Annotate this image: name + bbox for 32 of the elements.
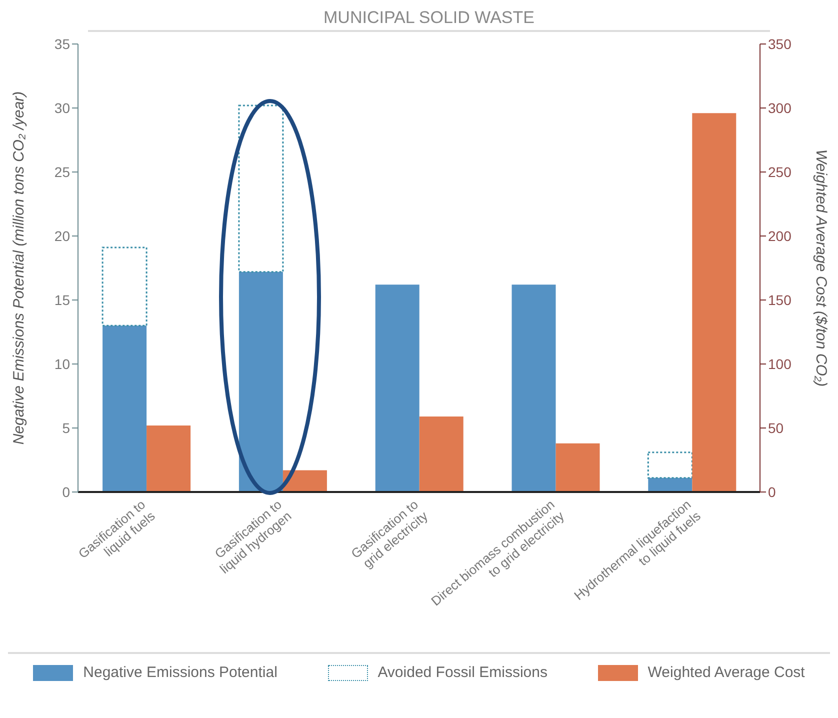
y2-tick-label: 150: [768, 292, 792, 308]
bar: [238, 272, 283, 492]
y2-tick-label: 100: [768, 356, 792, 372]
bar: [556, 443, 600, 492]
bar: [102, 326, 147, 492]
legend-label: Avoided Fossil Emissions: [378, 664, 548, 681]
y-tick-label: 5: [62, 420, 70, 436]
bar: [647, 452, 693, 479]
y-tick-label: 25: [54, 164, 70, 180]
y-tick-label: 15: [54, 292, 70, 308]
bar: [102, 246, 148, 326]
y-tick-label: 0: [62, 484, 70, 500]
chart-title: MUNICIPAL SOLID WASTE: [88, 8, 770, 32]
y2-tick-label: 300: [768, 100, 792, 116]
y-tick-label: 35: [54, 36, 70, 52]
y-tick-label: 10: [54, 356, 70, 372]
y-tick-label: 30: [54, 100, 70, 116]
y-tick-label: 20: [54, 228, 70, 244]
y2-tick-label: 50: [768, 420, 784, 436]
legend-label: Weighted Average Cost: [648, 664, 805, 681]
y-axis-title: Negative Emissions Potential (million tons CO₂ /year): [10, 91, 28, 445]
y2-tick-label: 200: [768, 228, 792, 244]
bar: [512, 284, 556, 492]
y2-axis-title: Weighted Average Cost ($/ton CO₂): [812, 149, 830, 387]
bar: [238, 104, 284, 273]
legend-label: Negative Emissions Potential: [83, 664, 278, 681]
y2-tick-label: 250: [768, 164, 792, 180]
bar: [648, 478, 692, 492]
bar: [692, 113, 736, 492]
y2-tick-label: 0: [768, 484, 776, 500]
y2-tick-label: 350: [768, 36, 792, 52]
bar: [375, 284, 420, 492]
